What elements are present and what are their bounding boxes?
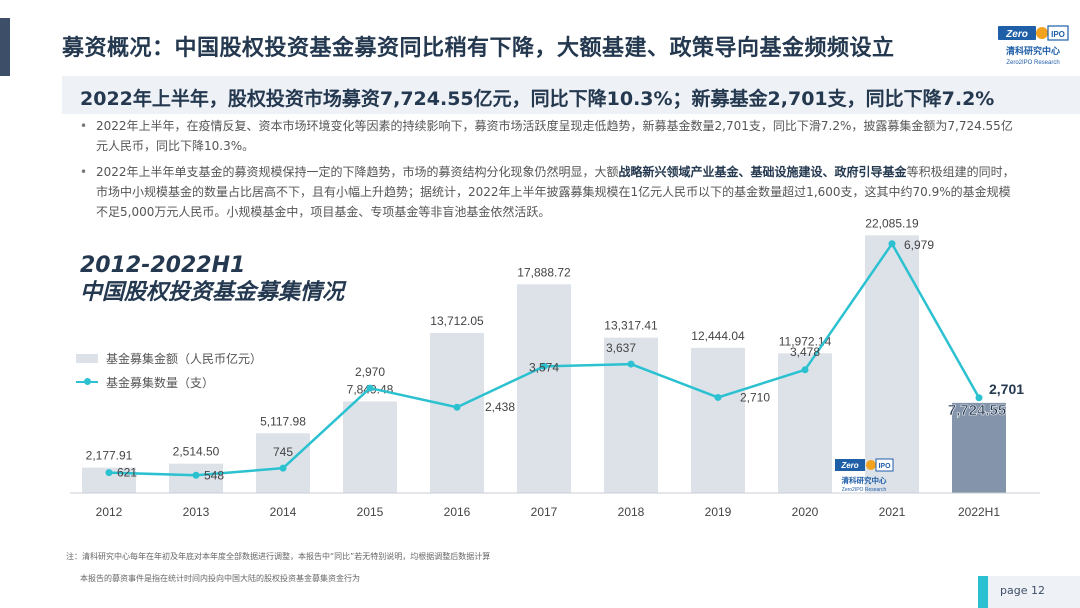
x-tick-label-2022H1: 2022H1 xyxy=(958,505,1000,519)
count-value-label-2021: 6,979 xyxy=(904,238,934,252)
count-value-label-2018: 3,637 xyxy=(606,341,636,355)
x-tick-label-2021: 2021 xyxy=(879,505,906,519)
bar-2022H1 xyxy=(952,402,1006,493)
bullet-dot-icon: • xyxy=(80,165,88,179)
x-tick-label-2019: 2019 xyxy=(705,505,732,519)
svg-text:IPO: IPO xyxy=(878,463,891,470)
x-tick-label-2012: 2012 xyxy=(96,505,123,519)
bar-value-label-2019: 12,444.04 xyxy=(691,329,745,343)
bar-value-label-2021: 22,085.19 xyxy=(865,216,919,230)
bar-2015 xyxy=(343,401,397,493)
chart-watermark-logo: Zero IPO 清科研究中心 Zero2IPO Research xyxy=(835,458,894,493)
bullet-text: 等积极组建的同时，市场中小规模基金的数量占比居高不下，且有小幅上升趋势；据统计，… xyxy=(96,165,1015,219)
page-number-box xyxy=(978,576,1080,608)
bullet-highlight: 战略新兴领域产业基金、基础设施建设、政府引导基金 xyxy=(618,165,907,179)
count-value-label-2020: 3,478 xyxy=(790,345,820,359)
zero2ipo-logo: Zero IPO 清科研究中心 Zero2IPO Research xyxy=(998,25,1069,66)
svg-text:Zero: Zero xyxy=(1005,29,1028,40)
x-tick-label-2015: 2015 xyxy=(357,505,384,519)
count-point-2018 xyxy=(627,360,635,368)
count-value-label-2014: 745 xyxy=(273,445,293,459)
legend-item-count: 基金募集数量（支） xyxy=(76,370,262,394)
bar-value-label-2022H1: 7,724.55 xyxy=(948,402,1006,419)
x-tick-label-2020: 2020 xyxy=(792,505,819,519)
count-point-2021 xyxy=(888,240,896,248)
footnotes: 注：清科研究中心每年在年初及年底对本年度全部数据进行调整，本报告中“同比”若无特… xyxy=(66,546,490,590)
svg-text:Zero: Zero xyxy=(840,461,858,470)
count-point-2013 xyxy=(192,471,200,479)
bar-2019 xyxy=(691,347,745,493)
x-tick-label-2017: 2017 xyxy=(531,505,558,519)
footnote-2: 本报告的募资事件是指在统计时间内投向中国大陆的股权投资基金募集资金行为 xyxy=(80,574,360,583)
bar-value-label-2014: 5,117.98 xyxy=(260,414,306,428)
x-tick-label-2013: 2013 xyxy=(183,505,210,519)
count-point-2015 xyxy=(366,384,374,392)
chart-title-line2: 中国股权投资基金募集情况 xyxy=(80,280,345,305)
chart-title-line1: 2012-2022H1 xyxy=(80,253,246,278)
count-point-2019 xyxy=(714,393,722,401)
bar-value-label-2012: 2,177.91 xyxy=(86,449,133,463)
bullet-dot-icon: • xyxy=(80,119,88,133)
bar-2016 xyxy=(430,333,484,493)
bar-value-label-2013: 2,514.50 xyxy=(173,445,220,459)
count-value-label-2022H1: 2,701 xyxy=(989,381,1024,397)
bullet-item: • 2022年上半年，在疫情反复、资本市场环境变化等因素的持续影响下，募资市场活… xyxy=(78,116,1018,156)
count-point-2017 xyxy=(540,362,548,370)
page-accent-bar xyxy=(978,576,988,608)
bullet-list: • 2022年上半年，在疫情反复、资本市场环境变化等因素的持续影响下，募资市场活… xyxy=(78,116,1018,228)
svg-text:Zero2IPO Research: Zero2IPO Research xyxy=(842,487,887,493)
legend-label-amount: 基金募集金额（人民币亿元） xyxy=(106,351,263,366)
bar-2014 xyxy=(256,433,310,493)
svg-text:IPO: IPO xyxy=(1051,30,1065,39)
bar-value-label-2018: 13,317.41 xyxy=(604,319,658,333)
bullet-text: 2022年上半年，在疫情反复、资本市场环境变化等因素的持续影响下，募资市场活跃度… xyxy=(96,119,1013,153)
count-point-2020 xyxy=(801,366,809,374)
page-title: 募资概况：中国股权投资基金募资同比稍有下降，大额基建、政策导向基金频频设立 xyxy=(62,36,895,61)
page-number: page 12 xyxy=(1000,584,1045,597)
count-value-label-2012: 621 xyxy=(117,466,137,480)
legend-label-count: 基金募集数量（支） xyxy=(106,375,215,390)
bar-value-label-2016: 13,712.05 xyxy=(430,314,484,328)
count-value-label-2017: 3,574 xyxy=(529,360,559,374)
bar-2021 xyxy=(865,235,919,493)
count-point-2014 xyxy=(279,464,287,472)
header-accent-bar xyxy=(0,18,10,76)
legend-line-swatch xyxy=(76,378,98,385)
count-point-2016 xyxy=(453,403,461,411)
svg-text:清科研究中心: 清科研究中心 xyxy=(1006,45,1060,57)
bar-2017 xyxy=(517,284,571,493)
svg-text:清科研究中心: 清科研究中心 xyxy=(842,475,887,485)
headline-summary: 2022年上半年，股权投资市场募资7,724.55亿元，同比下降10.3%；新募… xyxy=(80,88,995,110)
count-point-2012 xyxy=(105,469,113,477)
bar-value-label-2017: 17,888.72 xyxy=(517,265,571,279)
svg-text:Zero2IPO Research: Zero2IPO Research xyxy=(1006,60,1059,66)
count-value-label-2019: 2,710 xyxy=(740,390,770,404)
legend-bar-swatch xyxy=(76,353,98,363)
count-point-2022H1 xyxy=(975,394,983,402)
legend-item-amount: 基金募集金额（人民币亿元） xyxy=(76,346,262,370)
count-value-label-2015: 2,970 xyxy=(355,365,385,379)
bar-value-label-2020: 11,972.14 xyxy=(779,334,832,348)
chart-title: 2012-2022H1 中国股权投资基金募集情况 xyxy=(80,252,344,306)
bullet-item: • 2022年上半年单支基金的募资规模保持一定的下降趋势，市场的募资结构分化现象… xyxy=(78,162,1018,222)
bar-2020 xyxy=(778,353,832,493)
x-tick-label-2018: 2018 xyxy=(618,505,645,519)
count-value-label-2016: 2,438 xyxy=(485,400,515,414)
bullet-text: 2022年上半年单支基金的募资规模保持一定的下降趋势，市场的募资结构分化现象仍然… xyxy=(96,165,619,179)
subtitle-band xyxy=(62,76,1080,114)
x-tick-label-2014: 2014 xyxy=(270,505,297,519)
count-value-label-2013: 548 xyxy=(204,468,224,482)
chart-legend: 基金募集金额（人民币亿元） 基金募集数量（支） xyxy=(76,346,262,394)
x-tick-label-2016: 2016 xyxy=(444,505,471,519)
footnote-1: 注：清科研究中心每年在年初及年底对本年度全部数据进行调整，本报告中“同比”若无特… xyxy=(66,552,491,561)
